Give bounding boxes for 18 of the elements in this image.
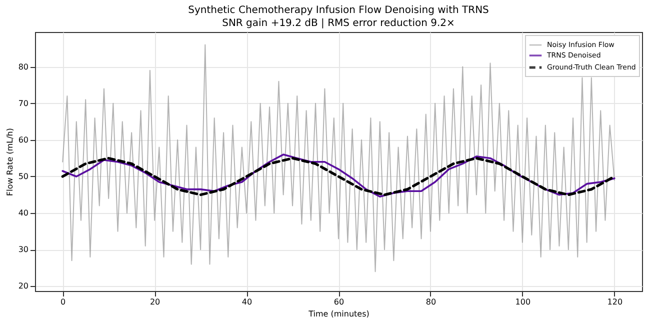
- x-tick-label: 40: [242, 298, 252, 306]
- x-tick-label: 100: [515, 298, 531, 306]
- y-tick-label: 20: [18, 282, 28, 291]
- y-tick-label: 50: [18, 172, 28, 181]
- y-tick-label: 30: [18, 245, 28, 254]
- chart-title: Synthetic Chemotherapy Infusion Flow Denoising with TRNS: [188, 5, 489, 16]
- y-tick-label: 60: [18, 135, 28, 144]
- x-tick-label: 120: [607, 298, 623, 306]
- y-tick-label: 70: [18, 98, 28, 108]
- x-tick-label: 60: [334, 298, 344, 306]
- x-tick-label: 80: [426, 298, 436, 306]
- x-axis-title: Time (minutes): [308, 310, 370, 318]
- chart-subtitle: SNR gain +19.2 dB | RMS error reduction 9.2×: [222, 18, 455, 29]
- y-tick-label: 80: [18, 62, 28, 72]
- y-axis-title: Flow Rate (mL/h): [5, 128, 14, 196]
- x-tick-label: 20: [150, 298, 160, 306]
- y-tick-label: 40: [18, 208, 28, 218]
- x-tick-label: 0: [60, 298, 66, 306]
